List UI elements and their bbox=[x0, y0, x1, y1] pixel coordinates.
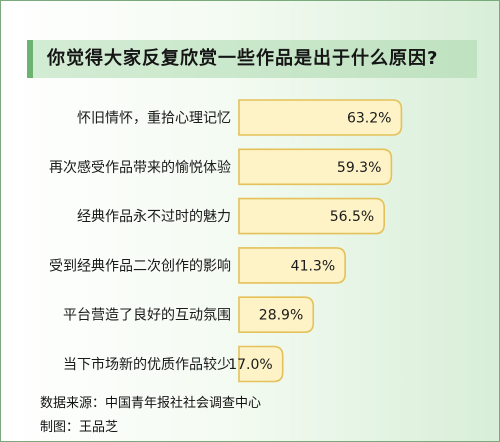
value-label-1: 63.2% bbox=[347, 111, 391, 127]
title-bar: 你觉得大家反复欣赏一些作品是出于什么原因? bbox=[27, 40, 477, 78]
category-label-5: 平台营造了良好的互动氛围 bbox=[63, 308, 231, 324]
value-label-6: 17.0% bbox=[228, 357, 272, 373]
category-label-3: 经典作品永不过时的魅力 bbox=[77, 209, 231, 225]
bar-3 bbox=[238, 197, 386, 235]
category-label-1: 怀旧情怀，重拾心理记忆 bbox=[77, 111, 231, 127]
category-label-2: 再次感受作品带来的愉悦体验 bbox=[49, 159, 231, 176]
chart-title: 你觉得大家反复欣赏一些作品是出于什么原因? bbox=[47, 48, 439, 69]
bar-2 bbox=[238, 148, 393, 186]
value-label-4: 41.3% bbox=[291, 258, 335, 274]
bar-5 bbox=[238, 296, 315, 333]
bar-6 bbox=[238, 345, 284, 383]
category-label-6: 当下市场新的优质作品较少 bbox=[63, 356, 231, 373]
value-label-3: 56.5% bbox=[330, 209, 374, 225]
chart-credit: 制图：王品芝 bbox=[40, 420, 119, 435]
bar-4 bbox=[238, 247, 346, 284]
value-label-5: 28.9% bbox=[259, 308, 303, 324]
category-label-4: 受到经典作品二次创作的影响 bbox=[49, 258, 231, 274]
value-label-2: 59.3% bbox=[337, 160, 381, 176]
bar-1 bbox=[238, 99, 403, 136]
data-source-note: 数据来源：中国青年报社社会调查中心 bbox=[40, 396, 262, 411]
